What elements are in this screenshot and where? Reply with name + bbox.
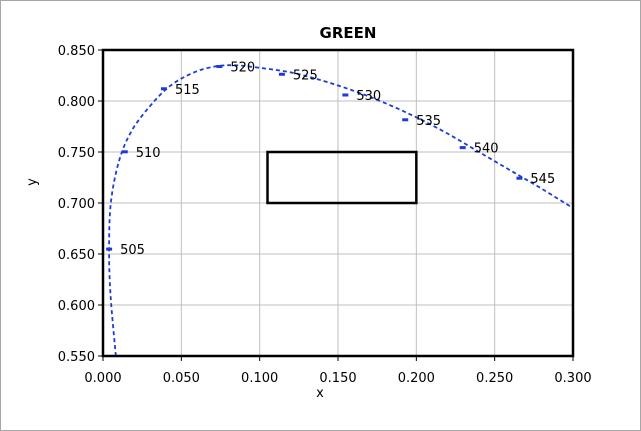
- wavelength-point: [106, 247, 113, 251]
- plot-content: 505 510 515 520 525 530 535 540 545: [106, 61, 573, 356]
- y-tick-label: 0.600: [58, 299, 95, 314]
- wavelength-label: 515: [175, 83, 200, 98]
- y-tick-label: 0.750: [58, 146, 95, 161]
- wavelength-point: [516, 176, 523, 180]
- x-tick-label: 0.000: [84, 371, 121, 386]
- plot-area-border: [101, 48, 575, 358]
- x-tick-label: 0.050: [163, 371, 200, 386]
- wavelength-point: [160, 87, 167, 91]
- wavelength-label: 535: [416, 114, 441, 129]
- x-tick-label: 0.150: [319, 371, 356, 386]
- wavelength-label: 510: [136, 146, 161, 161]
- x-tick-label: 0.100: [241, 371, 278, 386]
- spectral-locus-line: [108, 64, 573, 356]
- wavelength-label: 530: [356, 89, 381, 104]
- y-tick-label: 0.550: [58, 350, 95, 365]
- x-tick-label: 0.250: [476, 371, 513, 386]
- x-tick-label: 0.200: [398, 371, 435, 386]
- tick-labels: 0.000 0.050 0.100 0.150 0.200 0.250 0.300 0.550…: [58, 44, 592, 386]
- wavelength-label: 545: [530, 172, 555, 187]
- wavelength-point: [278, 72, 285, 76]
- x-tick-label: 0.300: [554, 371, 591, 386]
- grid: [98, 49, 574, 361]
- wavelength-label: 540: [474, 142, 499, 157]
- y-tick-label: 0.700: [58, 197, 95, 212]
- wavelength-point: [216, 65, 223, 69]
- green-region-box: [266, 150, 418, 205]
- y-tick-label: 0.850: [58, 44, 95, 59]
- wavelength-point: [459, 146, 466, 150]
- y-tick-label: 0.650: [58, 248, 95, 263]
- wavelength-label: 525: [293, 68, 318, 83]
- wavelength-point: [342, 93, 349, 97]
- wavelength-label: 505: [120, 243, 145, 258]
- wavelength-label: 520: [230, 61, 255, 76]
- wavelength-point: [121, 150, 128, 154]
- x-axis-label: x: [316, 386, 324, 401]
- y-tick-label: 0.800: [58, 95, 95, 110]
- chart-title: GREEN: [320, 24, 377, 42]
- wavelength-point: [402, 118, 409, 122]
- y-axis-label: y: [25, 178, 40, 186]
